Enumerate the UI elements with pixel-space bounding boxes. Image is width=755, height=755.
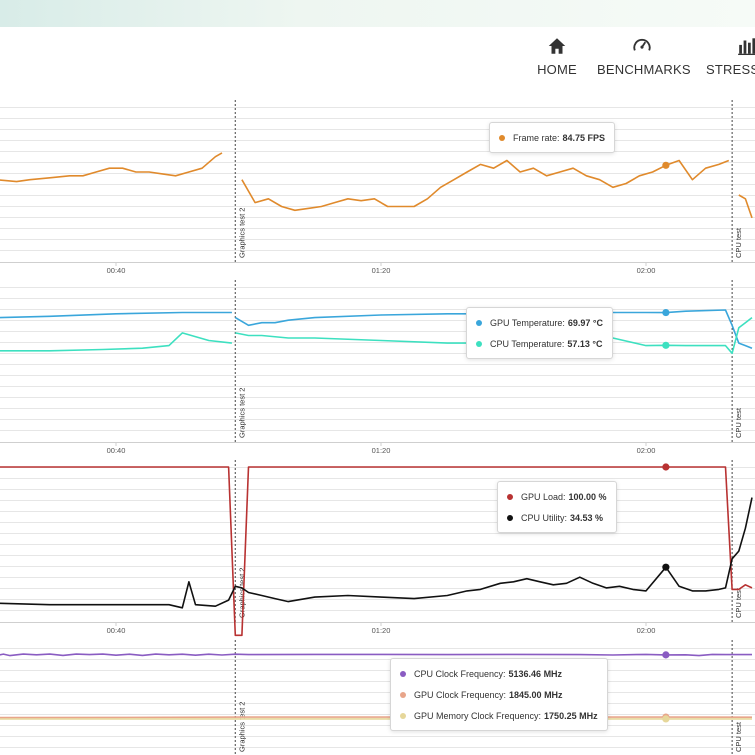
clock-panel: Graphics test 2 CPU test CPU Clock Freque…	[0, 640, 755, 755]
test-marker-label: CPU test	[734, 407, 743, 438]
frame-rate-tooltip: Frame rate: 84.75 FPS	[489, 122, 616, 153]
test-marker-label: Graphics test 2	[237, 568, 246, 618]
series-line	[0, 311, 232, 319]
hover-point[interactable]	[662, 161, 670, 169]
home-icon	[548, 38, 566, 54]
series-line	[0, 332, 232, 352]
series-line	[0, 466, 753, 637]
hover-point[interactable]	[662, 308, 670, 317]
test-marker-label: CPU test	[734, 587, 743, 618]
test-marker-label: Graphics test 2	[237, 208, 246, 258]
temperature-panel: 00:40 01:20 02:00 Graphics test 2 CPU test G…	[0, 280, 755, 460]
tooltip-series-name: GPU Load:	[521, 491, 566, 502]
x-tick-label: 01:20	[372, 446, 391, 455]
tooltip-series-value: 1845.00 MHz	[509, 689, 563, 700]
nav-stress-tests[interactable]: STRESS T	[706, 35, 755, 77]
tooltip-series-value: 69.97 °C	[567, 317, 603, 328]
gridlines	[0, 467, 755, 611]
test-marker-label: Graphics test 2	[237, 388, 246, 438]
frame-rate-panel: 00:40 01:20 02:00 Graphics test 2 CPU test F…	[0, 100, 755, 280]
x-tick-label: 01:20	[372, 626, 391, 635]
x-tick-label: 02:00	[637, 626, 656, 635]
tooltip-series-name: CPU Clock Frequency:	[414, 668, 506, 679]
legend-dot	[499, 134, 505, 141]
speedometer-icon	[633, 38, 651, 51]
tooltip-row: CPU Utility: 34.53 %	[507, 507, 607, 528]
tooltip-series-name: CPU Temperature:	[490, 338, 565, 349]
tooltip-series-value: 1750.25 MHz	[544, 710, 598, 721]
hover-point[interactable]	[662, 651, 670, 659]
clock-frequency-chart[interactable]: Graphics test 2 CPU test	[0, 640, 755, 755]
legend-dot	[400, 670, 406, 677]
window-top-strip	[0, 0, 755, 28]
legend-dot	[476, 319, 482, 326]
nav-benchmarks-label: BENCHMARKS	[597, 62, 691, 77]
x-tick-label: 00:40	[107, 626, 126, 635]
test-marker-label: CPU test	[734, 227, 743, 258]
series-line	[0, 716, 753, 719]
hover-point[interactable]	[662, 341, 670, 349]
tooltip-series-name: Frame rate:	[513, 132, 560, 143]
temperature-chart[interactable]: 00:40 01:20 02:00 Graphics test 2 CPU test	[0, 280, 755, 460]
tooltip-series-name: GPU Temperature:	[490, 317, 565, 328]
series-line	[0, 497, 753, 609]
x-tick-label: 00:40	[107, 446, 126, 455]
x-tick-label: 00:40	[107, 266, 126, 275]
tooltip-series-value: 57.13 °C	[567, 338, 603, 349]
test-marker-label: Graphics test 2	[237, 702, 246, 752]
tooltip-series-name: GPU Memory Clock Frequency:	[414, 710, 542, 721]
tooltip-series-value: 34.53 %	[570, 512, 604, 523]
nav-home[interactable]: HOME	[536, 35, 578, 77]
x-tick-label: 02:00	[637, 446, 656, 455]
x-tick-label: 01:20	[372, 266, 391, 275]
series-line	[0, 152, 223, 183]
legend-dot	[400, 712, 406, 719]
load-chart[interactable]: 00:40 01:20 02:00 Graphics test 2 CPU test	[0, 460, 755, 640]
nav-stress-tests-label: STRESS T	[706, 62, 755, 77]
tooltip-series-name: CPU Utility:	[521, 512, 568, 523]
gridlines	[0, 287, 755, 431]
legend-dot	[507, 514, 513, 521]
gridlines	[0, 107, 755, 251]
test-marker-label: CPU test	[734, 721, 743, 752]
legend-dot	[400, 691, 406, 698]
nav-benchmarks[interactable]: BENCHMARKS	[597, 35, 691, 77]
clock-tooltip: CPU Clock Frequency: 5136.46 MHz GPU Clo…	[390, 658, 608, 731]
load-panel: 00:40 01:20 02:00 Graphics test 2 CPU test G…	[0, 460, 755, 640]
tooltip-row: GPU Memory Clock Frequency: 1750.25 MHz	[400, 705, 598, 726]
tooltip-series-value: 84.75 FPS	[562, 132, 606, 143]
top-navigation: HOME BENCHMARKS STRESS T	[0, 27, 755, 97]
temperature-tooltip: GPU Temperature: 69.97 °C CPU Temperatur…	[466, 307, 613, 359]
tooltip-row: CPU Clock Frequency: 5136.46 MHz	[400, 663, 598, 684]
tooltip-row: GPU Load: 100.00 %	[507, 486, 607, 507]
tooltip-row: Frame rate: 84.75 FPS	[499, 127, 605, 148]
hover-point[interactable]	[662, 563, 670, 571]
tooltip-series-value: 100.00 %	[568, 491, 607, 502]
hover-point[interactable]	[662, 463, 670, 471]
series-line	[738, 194, 753, 219]
legend-dot	[507, 493, 513, 500]
tooltip-row: GPU Temperature: 69.97 °C	[476, 312, 603, 333]
tooltip-row: GPU Clock Frequency: 1845.00 MHz	[400, 684, 598, 705]
load-tooltip: GPU Load: 100.00 % CPU Utility: 34.53 %	[497, 481, 617, 533]
legend-dot	[476, 340, 482, 347]
series-line	[0, 653, 752, 657]
tooltip-row: CPU Temperature: 57.13 °C	[476, 333, 603, 354]
nav-home-label: HOME	[537, 62, 577, 77]
bar-chart-icon	[738, 38, 755, 56]
tooltip-series-value: 5136.46 MHz	[508, 668, 563, 679]
frame-rate-chart[interactable]: 00:40 01:20 02:00 Graphics test 2 CPU test	[0, 100, 755, 280]
x-tick-label: 02:00	[637, 266, 656, 275]
gridlines	[0, 648, 755, 748]
hover-point[interactable]	[662, 715, 670, 723]
series-line	[241, 159, 730, 212]
tooltip-series-name: GPU Clock Frequency:	[414, 689, 507, 700]
